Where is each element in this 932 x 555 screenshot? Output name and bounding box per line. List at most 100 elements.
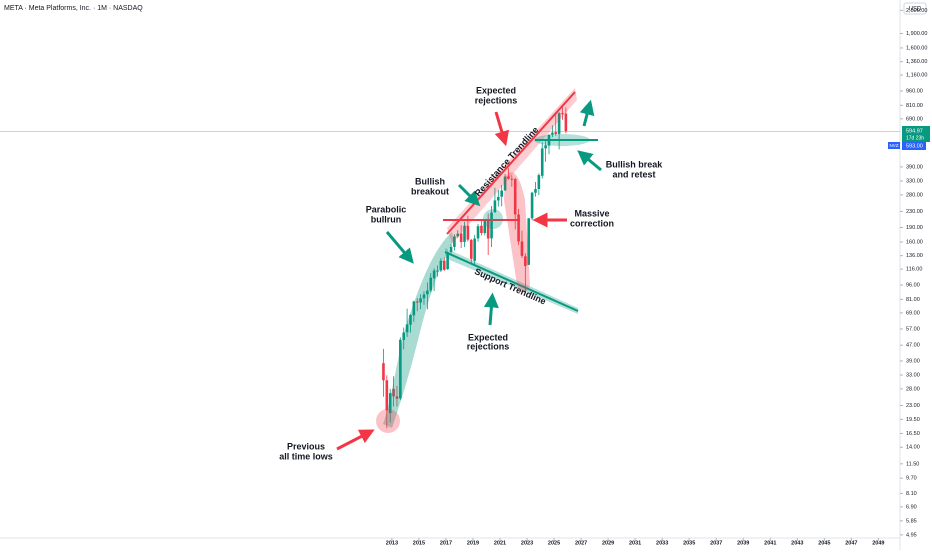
countdown: 17d 23h bbox=[906, 135, 924, 141]
arrow bbox=[579, 99, 595, 127]
annotation: Bullish break bbox=[606, 159, 664, 169]
candle-body bbox=[530, 192, 534, 219]
candle-body bbox=[490, 212, 493, 239]
x-tick-label: 2047 bbox=[845, 540, 857, 546]
y-tick-label: 19.50 bbox=[906, 417, 920, 423]
breakout-highlight bbox=[483, 209, 503, 229]
y-tick-label: 9.70 bbox=[906, 476, 917, 482]
candle-body bbox=[415, 301, 419, 303]
price-tags: 594.97 17d 23h 593.00 NVZ bbox=[888, 126, 930, 150]
x-tick-label: 2045 bbox=[818, 540, 830, 546]
arrow bbox=[577, 150, 602, 172]
candle-body bbox=[527, 218, 531, 265]
level-price: 593.00 bbox=[906, 143, 923, 149]
annotation: Expected bbox=[476, 85, 516, 95]
y-tick-label: 69.00 bbox=[906, 310, 920, 316]
candle-body bbox=[557, 113, 561, 134]
x-tick-label: 2023 bbox=[521, 540, 533, 546]
candle-body bbox=[432, 270, 436, 279]
candle-body bbox=[429, 277, 433, 291]
candle-body bbox=[551, 132, 554, 135]
low-highlight bbox=[376, 409, 400, 433]
annotation: Expected bbox=[468, 332, 508, 342]
y-tick-label: 28.00 bbox=[906, 386, 920, 392]
level-tag bbox=[902, 142, 926, 150]
candle-body bbox=[439, 260, 443, 271]
candle-body bbox=[436, 270, 439, 272]
arrow bbox=[457, 183, 481, 207]
candle-body bbox=[513, 178, 517, 215]
candle-body bbox=[473, 238, 476, 261]
correction-zone bbox=[504, 172, 530, 293]
x-tick-label: 2041 bbox=[764, 540, 776, 546]
currency: USD bbox=[909, 7, 922, 13]
candle-body bbox=[544, 145, 547, 149]
candle-body bbox=[476, 226, 480, 239]
x-tick-label: 2015 bbox=[413, 540, 425, 546]
y-tick-label: 16.50 bbox=[906, 431, 920, 437]
candle-body bbox=[395, 396, 399, 399]
annotation: all time lows bbox=[279, 451, 333, 461]
arrow bbox=[494, 111, 510, 147]
x-tick-label: 2043 bbox=[791, 540, 803, 546]
symbol-title: META · Meta Platforms, Inc. · 1M · NASDA… bbox=[4, 5, 143, 12]
annotation: Previous bbox=[287, 441, 325, 451]
annotations bbox=[336, 88, 602, 451]
candle-body bbox=[517, 214, 520, 242]
y-tick-label: 57.00 bbox=[906, 326, 920, 332]
candle-body bbox=[385, 380, 389, 411]
candle-body bbox=[537, 175, 541, 190]
candle-body bbox=[453, 236, 456, 247]
y-tick-label: 1,900.00 bbox=[906, 31, 927, 37]
candle-body bbox=[446, 252, 449, 270]
candle-body bbox=[524, 256, 527, 267]
candle-body bbox=[500, 190, 503, 197]
x-tick-label: 2037 bbox=[710, 540, 722, 546]
y-tick-label: 23.00 bbox=[906, 403, 920, 409]
support-trendline bbox=[444, 251, 579, 312]
y-tick-label: 160.00 bbox=[906, 239, 923, 245]
y-tick-label: 4.95 bbox=[906, 532, 917, 538]
y-tick-label: 1,160.00 bbox=[906, 73, 927, 79]
y-tick-label: 136.00 bbox=[906, 253, 923, 259]
candle-body bbox=[486, 220, 490, 239]
candle-body bbox=[405, 324, 409, 333]
arrow bbox=[483, 292, 499, 326]
arrow bbox=[336, 429, 375, 451]
x-tick-label: 2013 bbox=[386, 540, 398, 546]
candle-body bbox=[463, 225, 466, 242]
level-badge-text: NVZ bbox=[890, 143, 899, 148]
candle-body bbox=[412, 301, 416, 316]
annotation: Bullish bbox=[415, 176, 445, 186]
candle-body bbox=[442, 260, 446, 270]
y-tick-label: 81.00 bbox=[906, 297, 920, 303]
parabolic-zone bbox=[383, 232, 454, 428]
candle-body bbox=[402, 332, 406, 341]
candle-body bbox=[520, 241, 524, 256]
annotation: rejections bbox=[467, 341, 510, 351]
y-tick-label: 810.00 bbox=[906, 103, 923, 109]
y-tick-label: 690.00 bbox=[906, 116, 923, 122]
y-tick-label: 8.10 bbox=[906, 491, 917, 497]
x-tick-label: 2021 bbox=[494, 540, 506, 546]
y-tick-label: 11.50 bbox=[906, 461, 919, 467]
y-tick-label: 330.00 bbox=[906, 178, 923, 184]
candle-body bbox=[497, 196, 500, 201]
annotation: rejections bbox=[475, 95, 518, 105]
y-tick-label: 47.00 bbox=[906, 343, 920, 349]
annotation: bullrun bbox=[371, 214, 402, 224]
x-tick-label: 2017 bbox=[440, 540, 452, 546]
candle-body bbox=[483, 221, 487, 234]
y-tick-label: 230.00 bbox=[906, 209, 923, 215]
candle-body bbox=[493, 200, 497, 213]
candle-body bbox=[507, 176, 510, 179]
y-tick-label: 33.00 bbox=[906, 372, 920, 378]
candle-body bbox=[534, 189, 537, 193]
candle-body bbox=[449, 246, 453, 253]
candle-body bbox=[388, 393, 392, 414]
y-tick-label: 5.85 bbox=[906, 518, 917, 524]
candle-body bbox=[392, 388, 395, 397]
y-tick-label: 39.00 bbox=[906, 358, 920, 364]
